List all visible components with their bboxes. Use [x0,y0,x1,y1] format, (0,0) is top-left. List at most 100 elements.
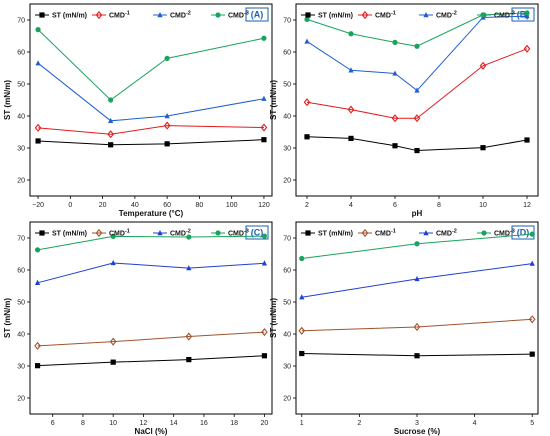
y-tick-label: 30 [17,364,25,371]
data-point [261,95,267,101]
plot-frame [295,221,539,415]
series-line [38,125,264,135]
legend-marker [305,12,311,18]
y-tick-label: 70 [17,18,25,25]
x-axis-title: pH [412,209,423,218]
data-point [109,337,117,346]
legend-marker [39,230,45,236]
x-tick-label: 18 [230,420,238,427]
x-axis-title: NaCl (%) [135,427,168,436]
data-point [529,351,535,357]
series-2 [34,328,268,350]
x-tick-label: 2 [305,202,309,209]
x-tick-label: 12 [140,420,148,427]
data-point [303,98,311,107]
y-tick-label: 50 [283,82,291,89]
data-point [413,114,421,123]
data-point [347,105,355,114]
series-line [306,48,528,119]
y-tick-label: 70 [283,236,291,243]
series-2 [298,315,536,335]
x-tick-label: 120 [258,202,270,209]
data-point [392,39,398,46]
series-line [306,15,528,92]
data-point [414,275,420,282]
data-point [298,326,306,335]
x-axis-title: Temperature (°C) [119,209,184,218]
panel-tag-box [245,7,269,22]
data-point [107,130,114,139]
data-point [524,10,530,16]
legend-marker [157,12,163,18]
series-line [37,355,265,367]
data-point [414,87,420,93]
data-point [185,332,193,341]
legend-superscript: -3 [244,11,249,17]
x-tick-label: 8 [81,420,85,427]
data-point [163,121,171,130]
series-3 [299,260,535,300]
data-point [108,142,114,148]
series-3 [34,259,268,285]
series-line [37,262,265,284]
series-line [37,331,265,347]
data-point [186,234,192,240]
legend: ST (mN/m) CMD-1 CMD-2 CMD-3 [35,11,249,20]
y-tick-label: 20 [17,178,25,185]
data-point [186,357,192,363]
series-3 [35,60,267,123]
series-1 [34,353,268,369]
legend-marker [481,230,487,236]
legend-marker [215,230,221,236]
legend-superscript: -3 [510,229,515,235]
series-1 [35,137,267,148]
data-point [186,265,192,271]
y-tick-label: 30 [283,146,291,153]
data-point [110,259,116,266]
data-point [413,322,421,332]
series-line [37,235,265,251]
data-point [523,44,531,53]
plot-frame [29,3,273,197]
panel-tag: (B) [517,10,530,20]
data-point [414,43,420,49]
series-line [38,139,264,146]
data-point [261,233,268,239]
legend-superscript: -2 [186,229,191,235]
y-tick-label: 30 [17,146,25,153]
y-tick-label: 60 [283,268,291,275]
panel-tag: (A) [251,10,264,20]
legend-label: CMD-2 [436,229,457,238]
series-line [37,62,265,122]
y-tick-label: 60 [17,268,25,275]
x-tick-label: 10 [479,202,487,209]
y-axis-title: ST (mN/m) [3,80,12,120]
data-point [529,260,535,266]
legend-label: ST (mN/m) [52,13,87,20]
legend-marker [361,10,369,20]
data-point [529,231,535,237]
data-point [261,328,268,337]
data-point [348,67,354,73]
legend-marker [481,12,487,18]
y-tick-label: 30 [283,364,291,371]
legend-label: CMD-1 [375,11,396,20]
data-point [164,113,170,119]
data-point [261,35,267,41]
x-tick-label: 60 [163,202,171,209]
y-axis-title: ST (mN/m) [269,298,278,338]
x-tick-label: 20 [261,420,269,427]
data-point [108,117,114,123]
y-tick-label: 50 [17,300,25,307]
legend-superscript: -3 [244,229,249,235]
x-tick-label: 8 [437,202,441,209]
x-axis-title: Sucrose (%) [394,427,441,436]
legend-marker [305,230,311,236]
data-point [524,13,530,19]
legend-marker [157,230,163,236]
data-point [164,55,170,62]
legend-marker [215,12,221,18]
data-point [260,123,268,132]
legend-label: CMD-3 [494,229,515,238]
